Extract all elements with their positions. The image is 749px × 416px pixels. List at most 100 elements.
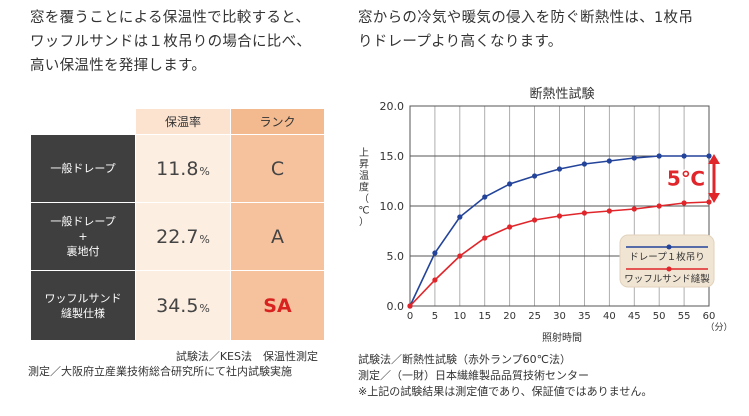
data-point — [482, 235, 488, 241]
chart-series — [407, 153, 712, 309]
y-tick-label: 5.0 — [387, 250, 405, 263]
rate-cell: 11.8% — [135, 134, 231, 203]
left-note: 測定／大阪府立産業技術総合研究所にて社内試験実施 — [28, 365, 292, 378]
data-point — [482, 194, 488, 200]
x-tick-label: 55 — [678, 311, 691, 322]
chart-grid — [409, 105, 710, 307]
data-point — [507, 224, 513, 230]
legend-label: ドレープ１枚吊り — [629, 251, 704, 263]
x-unit-label: （分） — [705, 322, 732, 333]
rank-cell: A — [230, 202, 325, 271]
row-header-line: ワッフルサンド — [44, 291, 122, 305]
column-header-rate: 保温率 — [135, 108, 231, 135]
data-point — [656, 203, 662, 209]
data-point — [457, 253, 463, 259]
data-point — [581, 161, 588, 167]
data-point — [681, 153, 687, 159]
y-axis-label-char: 温 — [359, 170, 369, 182]
data-point — [606, 208, 612, 214]
legend-marker — [666, 266, 672, 272]
x-tick-label: 40 — [603, 311, 616, 322]
y-tick-label: 10.0 — [380, 200, 405, 213]
legend-marker — [666, 244, 672, 250]
y-axis-label-char: （ — [359, 193, 369, 205]
plot-frame — [409, 105, 710, 307]
x-tick-label: 60 — [703, 311, 716, 322]
right-note: 測定／（一財）日本繊維製品品質技術センター — [358, 369, 589, 382]
rate-unit: % — [199, 301, 210, 315]
right-intro-line: 窓からの冷気や暖気の侵入を防ぐ断熱性は、1枚吊 — [358, 10, 694, 26]
x-tick-label: 50 — [653, 311, 666, 322]
rate-value: 11.8 — [156, 157, 199, 180]
table-corner — [30, 108, 136, 135]
data-point — [556, 213, 563, 219]
row-header-line: 裏地付 — [66, 245, 100, 258]
data-point — [432, 277, 438, 283]
data-point — [606, 158, 612, 164]
x-tick-label: 5 — [432, 311, 438, 322]
heat-retention-table: 保温率 ランク 一般ドレープ 11.8% C 一般ドレープ + 裏地付 22.7… — [30, 108, 325, 341]
data-point — [531, 173, 538, 179]
right-intro-text: 窓からの冷気や暖気の侵入を防ぐ断熱性は、1枚吊 りドレープより高くなります。 — [358, 6, 743, 54]
table-row: 一般ドレープ + 裏地付 22.7% A — [30, 202, 325, 271]
row-header: ワッフルサンド 縫製仕様 — [30, 270, 136, 341]
rate-unit: % — [199, 232, 210, 246]
x-tick-label: 10 — [453, 311, 466, 322]
legend-label: ワッフルサンド縫製 — [624, 273, 710, 285]
rank-cell: SA — [230, 270, 325, 341]
y-tick-labels: 0.0 5.0 10.0 15.0 20.0 — [380, 100, 405, 313]
row-header: 一般ドレープ — [30, 134, 136, 203]
y-axis-label-char: 昇 — [359, 159, 369, 171]
data-point — [681, 200, 687, 206]
data-point — [581, 210, 588, 216]
right-note: 試験法／断熱性試験（赤外ランプ60℃法） — [358, 353, 572, 366]
insulation-chart: 断熱性試験 0.0 5.0 10.0 15.0 20.0 0 5 10 15 20 25 30 35 4… — [358, 86, 732, 344]
y-axis-label-char: ） — [359, 216, 369, 228]
right-note: ※上記の試験結果は測定値であり、保証値ではありません。 — [358, 385, 653, 398]
x-axis-label: 照射時間 — [542, 332, 582, 344]
data-point — [432, 250, 438, 256]
annotation-arrow-head-down — [708, 193, 720, 203]
left-intro-line: 高い保温性を発揮します。 — [30, 58, 207, 74]
table-row: ワッフルサンド 縫製仕様 34.5% SA — [30, 270, 325, 341]
x-tick-label: 25 — [528, 311, 541, 322]
y-tick-label: 0.0 — [387, 300, 405, 313]
x-tick-label: 0 — [407, 311, 413, 322]
x-tick-labels: 0 5 10 15 20 25 30 35 40 45 50 55 60 — [407, 311, 716, 322]
data-point — [656, 153, 662, 159]
data-point — [631, 206, 637, 212]
table-row: 一般ドレープ 11.8% C — [30, 134, 325, 203]
data-point — [531, 217, 538, 223]
data-point — [507, 181, 513, 187]
rate-cell: 22.7% — [135, 202, 231, 271]
row-header-line: 一般ドレープ — [50, 215, 116, 228]
rate-value: 34.5 — [156, 294, 199, 317]
x-tick-label: 45 — [628, 311, 641, 322]
x-tick-label: 30 — [553, 311, 566, 322]
data-point — [457, 214, 463, 220]
data-point — [556, 166, 563, 172]
rate-cell: 34.5% — [135, 270, 231, 341]
x-tick-label: 35 — [578, 311, 591, 322]
data-point — [407, 303, 413, 309]
y-tick-label: 15.0 — [380, 150, 405, 163]
y-axis-label-char: 上 — [359, 147, 369, 159]
column-header-rank: ランク — [230, 108, 325, 135]
legend-box — [619, 234, 715, 288]
left-intro-line: ワッフルサンドは１枚吊りの場合に比べ、 — [30, 34, 312, 50]
annotation-arrow-head-up — [708, 154, 720, 164]
left-intro-text: 窓を覆うことによる保温性で比較すると、 ワッフルサンドは１枚吊りの場合に比べ、 … — [30, 6, 350, 78]
y-axis-label-char: ℃ — [358, 206, 369, 217]
row-header-line: + — [78, 230, 88, 243]
right-intro-line: りドレープより高くなります。 — [358, 34, 563, 50]
data-point — [631, 155, 637, 161]
rank-cell: C — [230, 134, 325, 203]
y-axis-label-char: 度 — [359, 181, 369, 194]
data-point — [706, 199, 712, 205]
rate-unit: % — [199, 164, 210, 178]
x-tick-label: 15 — [478, 311, 491, 322]
row-header: 一般ドレープ + 裏地付 — [30, 202, 136, 271]
data-point — [706, 153, 712, 159]
rate-value: 22.7 — [156, 225, 199, 248]
